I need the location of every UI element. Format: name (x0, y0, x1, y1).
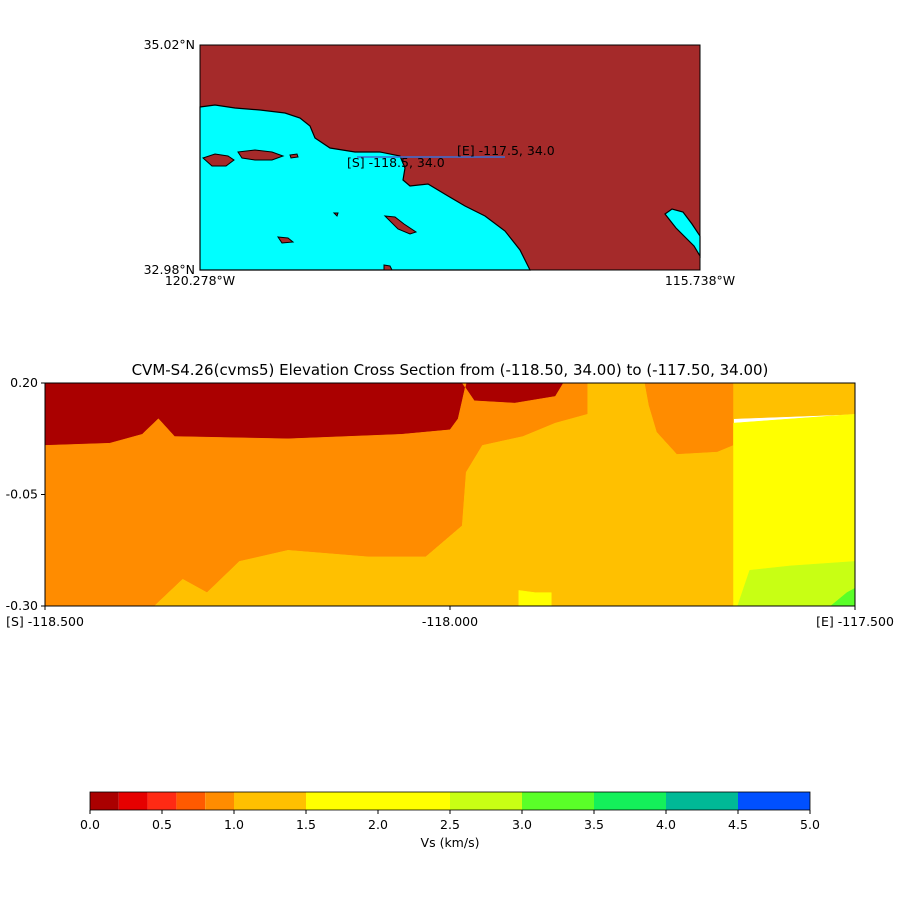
colorbar-swatch-2 (147, 792, 177, 810)
colorbar-swatch-6 (306, 792, 450, 810)
cross-section-plot (44, 382, 856, 607)
map-island (383, 215, 418, 235)
colorbar-tick-label: 1.0 (224, 817, 244, 832)
colorbar-swatch-11 (738, 792, 810, 810)
map-island (289, 153, 299, 159)
colorbar-tick-label: 4.5 (728, 817, 748, 832)
y-tick-label: 0.20 (10, 375, 38, 390)
colorbar-swatch-7 (450, 792, 522, 810)
end-point-label: [E] -117.5, 34.0 (457, 143, 555, 158)
map-frame (199, 44, 701, 271)
colorbar-tick-label: 0.0 (80, 817, 100, 832)
colorbar-swatch-5 (234, 792, 306, 810)
colorbar-swatch-1 (118, 792, 148, 810)
colorbar-tick-label: 1.5 (296, 817, 316, 832)
start-point-label: [S] -118.5, 34.0 (347, 155, 445, 170)
colorbar-tick-label: 0.5 (152, 817, 172, 832)
colorbar-swatch-10 (666, 792, 738, 810)
x-tick-label: [S] -118.500 (6, 614, 84, 629)
colorbar-swatch-0 (90, 792, 119, 810)
map-lat-top-label: 35.02°N (144, 37, 195, 52)
map-island (276, 236, 295, 244)
colorbar-swatch-3 (176, 792, 206, 810)
location-map: [S] -118.5, 34.0 [E] -117.5, 34.0 35.02°… (144, 37, 736, 288)
colorbar-label: Vs (km/s) (421, 835, 480, 850)
colorbar-tick-label: 4.0 (656, 817, 676, 832)
map-ocean (199, 104, 531, 271)
colorbar-tick-label: 2.5 (440, 817, 460, 832)
cross-section-axes: 0.20 -0.05 -0.30[S] -118.500 -118.000 [E] -1… (6, 375, 894, 629)
colorbar-tick-label: 3.0 (512, 817, 532, 832)
cross-section-title: CVM-S4.26(cvms5) Elevation Cross Section… (132, 361, 769, 379)
map-island (332, 212, 339, 217)
map-lat-bottom-label: 32.98°N (144, 262, 195, 277)
x-tick-label: -118.000 (422, 614, 478, 629)
colorbar-tick-label: 5.0 (800, 817, 820, 832)
y-tick-label: -0.05 (6, 487, 38, 502)
map-lon-left-label: 120.278°W (165, 273, 235, 288)
colorbar: 0.0 0.5 1.0 1.5 2.0 2.5 3.0 3.5 4.0 4.5 5.0 (80, 791, 820, 832)
map-island (202, 153, 235, 167)
colorbar-swatch-8 (522, 792, 594, 810)
colorbar-tick-label: 2.0 (368, 817, 388, 832)
colorbar-tick-label: 3.5 (584, 817, 604, 832)
y-tick-label: -0.30 (6, 598, 38, 613)
map-lon-right-label: 115.738°W (665, 273, 735, 288)
colorbar-swatch-4 (205, 792, 234, 810)
x-tick-label: [E] -117.500 (816, 614, 894, 629)
vs-layer-6 (518, 590, 552, 607)
colorbar-swatch-9 (594, 792, 666, 810)
map-island (237, 149, 285, 161)
